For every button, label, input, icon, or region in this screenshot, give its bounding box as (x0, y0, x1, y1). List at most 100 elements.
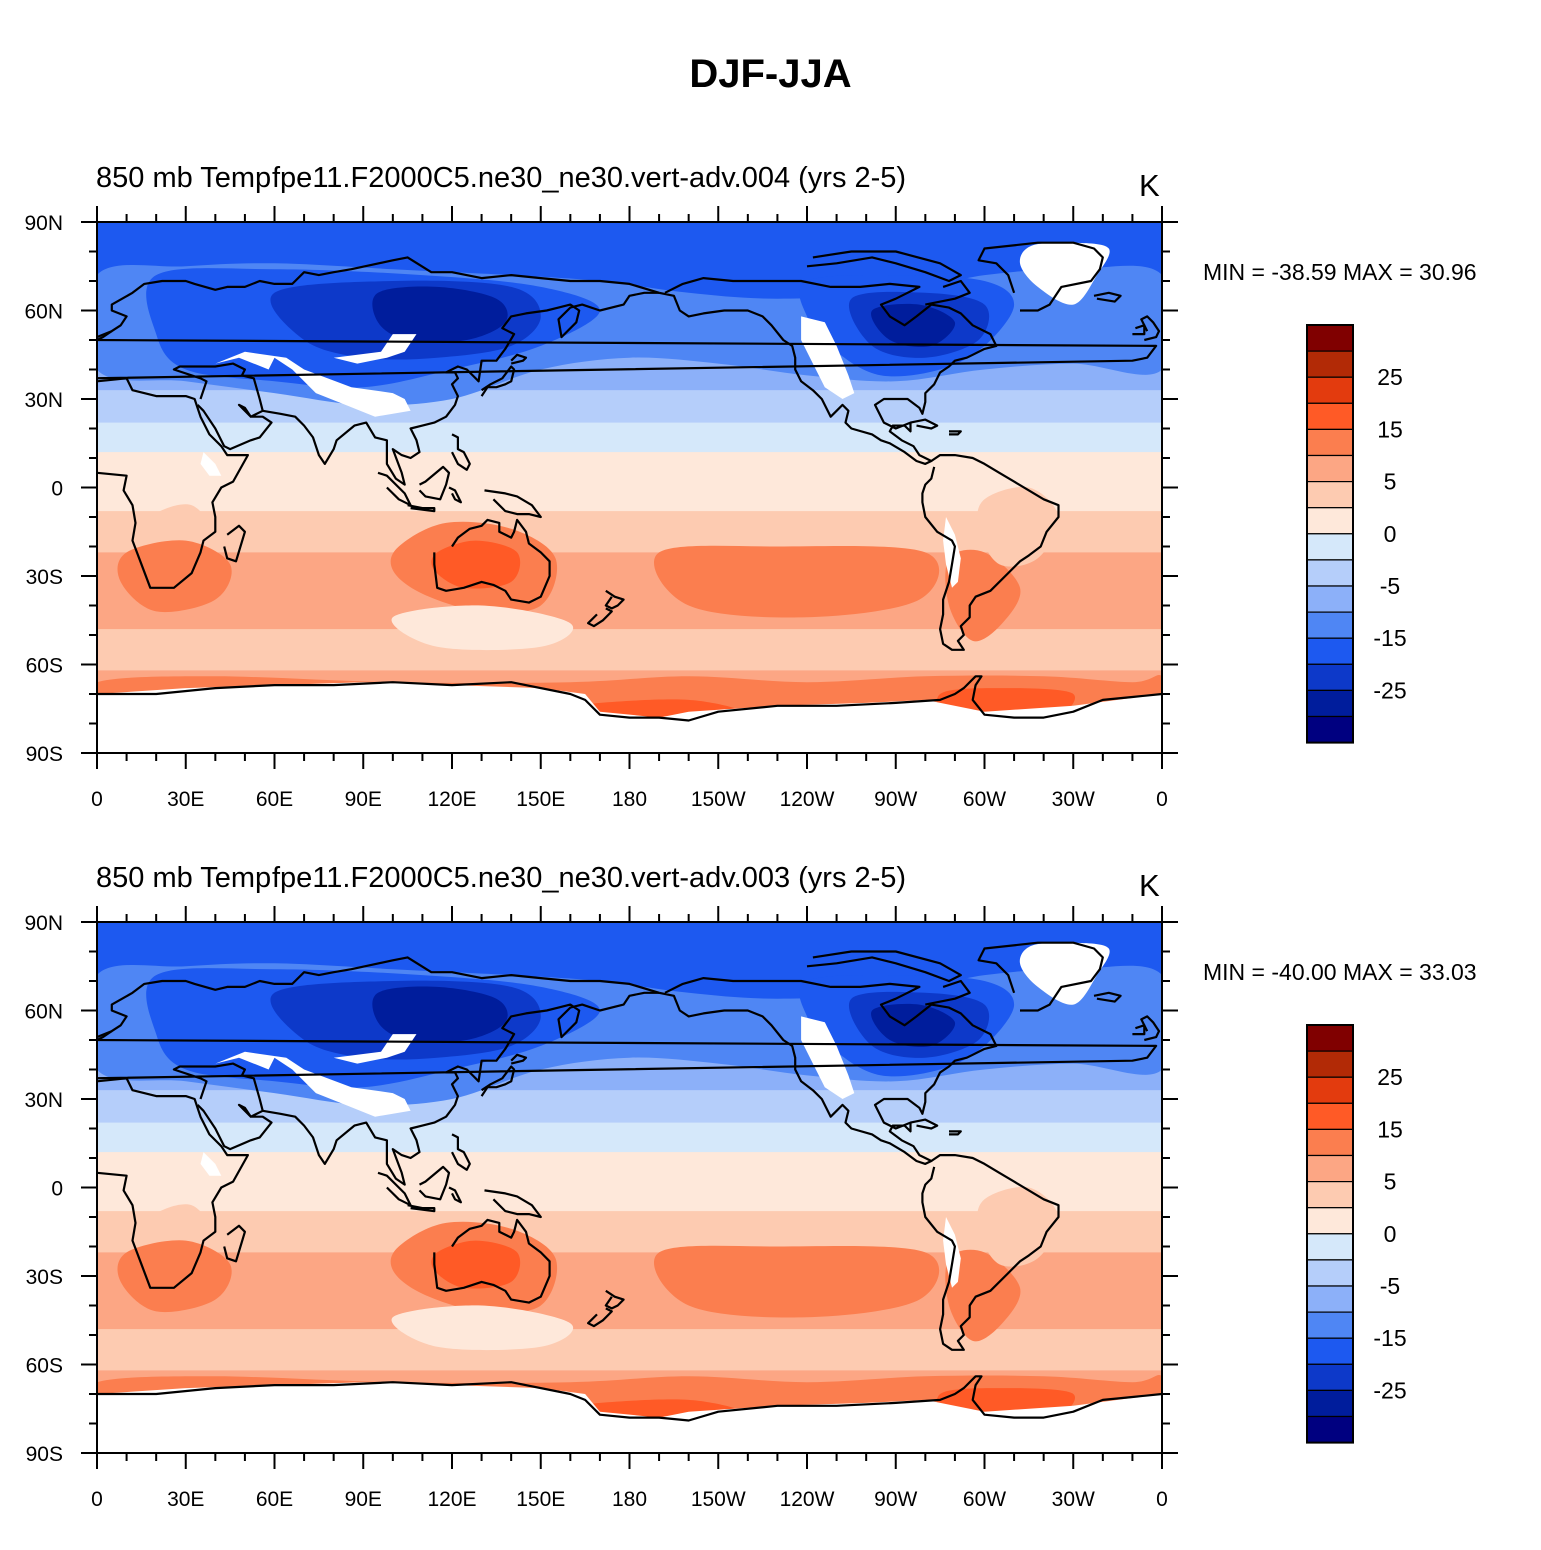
lat-tick-label: 0 (51, 1178, 63, 1201)
coastline (97, 330, 1158, 382)
contour-area (431, 1240, 521, 1289)
coastline (1132, 1024, 1146, 1036)
contour-area (977, 486, 1059, 567)
colorbar-label: -5 (1380, 573, 1400, 599)
lon-tick-label: 30W (1052, 1488, 1095, 1511)
colorbar-frame (1306, 324, 1354, 744)
colorbar-box (1306, 637, 1354, 665)
colorbar-frame (1306, 1024, 1354, 1444)
masked-area (200, 452, 222, 476)
contour-field (97, 222, 1162, 753)
coastline (510, 353, 528, 365)
colorbar-box (1306, 481, 1354, 509)
colorbar-box (1306, 611, 1354, 639)
coastline (97, 1077, 249, 1289)
contour-area (117, 540, 232, 613)
map-panel-1: 850 mb Temp fpe11.F2000C5.ne30_ne30.vert… (0, 150, 1541, 850)
colorbar-box (1306, 324, 1354, 352)
lon-tick-label: 0 (91, 1488, 103, 1511)
colorbar: 25 15 5 0 -5 -15 -25 (1306, 1024, 1407, 1444)
coastline (806, 950, 962, 983)
masked-area (1019, 242, 1110, 305)
colorbar-label: -15 (1373, 625, 1406, 651)
coastline (407, 1204, 436, 1213)
lon-tick-label: 90W (874, 788, 917, 811)
units-label: K (1139, 868, 1160, 903)
coastline (377, 1171, 412, 1207)
colorbar-box (1306, 1363, 1354, 1391)
contour-band (97, 1329, 1162, 1371)
colorbar-box (1306, 1285, 1354, 1313)
coastline (1132, 324, 1146, 336)
coastline (1140, 315, 1161, 342)
contour-area (391, 1305, 574, 1351)
variable-label: 850 mb Temp (96, 862, 272, 894)
masked-area (1019, 942, 1110, 1005)
coastline (451, 1133, 471, 1171)
lat-tick-label: 30N (24, 1089, 63, 1112)
contour-area (653, 1245, 940, 1318)
lon-tick-label: 150E (516, 788, 565, 811)
colorbar-box (1306, 1024, 1354, 1052)
lon-tick-label: 120W (780, 788, 835, 811)
coastline (806, 250, 962, 283)
coastline (172, 362, 273, 451)
lat-tick-label: 60S (26, 655, 63, 678)
coastline (510, 1053, 528, 1065)
contour-area (871, 303, 956, 348)
contour-area (945, 1249, 1021, 1342)
coastline (418, 1165, 451, 1201)
colorbar-label: -15 (1373, 1325, 1406, 1351)
coastline (604, 1289, 625, 1310)
colorbar-box (1306, 1050, 1354, 1078)
lon-tick-label: 30E (167, 1488, 204, 1511)
coastline (451, 433, 471, 471)
lon-tick-label: 90E (345, 788, 382, 811)
coastline (587, 607, 613, 628)
lon-tick-label: 30E (167, 788, 204, 811)
coastline (977, 941, 1104, 1012)
colorbar-box (1306, 507, 1354, 535)
coastline (97, 956, 660, 1039)
colorbar-box (1306, 1233, 1354, 1261)
colorbar-box (1306, 689, 1354, 718)
colorbar-label: 25 (1377, 1064, 1403, 1090)
map-plot: 90N 60N 30N 0 30S 60S 90S 0 30E 60E 90E 120E 150E 180… (24, 906, 1407, 1511)
contour-band (97, 1122, 1162, 1153)
coastline (925, 279, 971, 306)
lon-tick-label: 180 (612, 1488, 647, 1511)
colorbar-label: -25 (1373, 1377, 1406, 1403)
case-label: fpe11.F2000C5.ne30_ne30.vert-adv.003 (yr… (272, 862, 907, 894)
lon-tick-label: 180 (612, 788, 647, 811)
lat-tick-label: 60N (24, 301, 63, 324)
colorbar-box (1306, 1102, 1354, 1131)
coastline (658, 977, 998, 1165)
units-label: K (1139, 168, 1160, 203)
lon-tick-label: 60W (963, 788, 1006, 811)
coastline (480, 365, 516, 397)
lon-tick-label: 30W (1052, 788, 1095, 811)
contour-band (97, 390, 1162, 424)
min-max-label: MIN = -38.59 MAX = 30.96 (1203, 259, 1477, 285)
colorbar-label: -5 (1380, 1273, 1400, 1299)
lon-tick-label: 120E (427, 788, 476, 811)
colorbar-box (1306, 1311, 1354, 1339)
contour-area (977, 1186, 1059, 1267)
coastline (448, 486, 462, 504)
coastline (223, 524, 246, 563)
axis-ticks (81, 206, 1178, 769)
coastline (1093, 291, 1122, 303)
masked-area (215, 1051, 411, 1117)
coastline (97, 377, 249, 589)
colorbar-box (1306, 1207, 1354, 1235)
coastline (433, 1218, 551, 1304)
colorbar-box (1306, 663, 1354, 691)
contour-band (97, 1090, 1162, 1124)
colorbar-box (1306, 585, 1354, 613)
contour-area (391, 605, 574, 651)
lon-tick-label: 0 (1156, 788, 1168, 811)
colorbar-label: -25 (1373, 677, 1406, 703)
coastline (604, 589, 625, 610)
coastline (921, 454, 1060, 651)
colorbar-box (1306, 1076, 1354, 1104)
